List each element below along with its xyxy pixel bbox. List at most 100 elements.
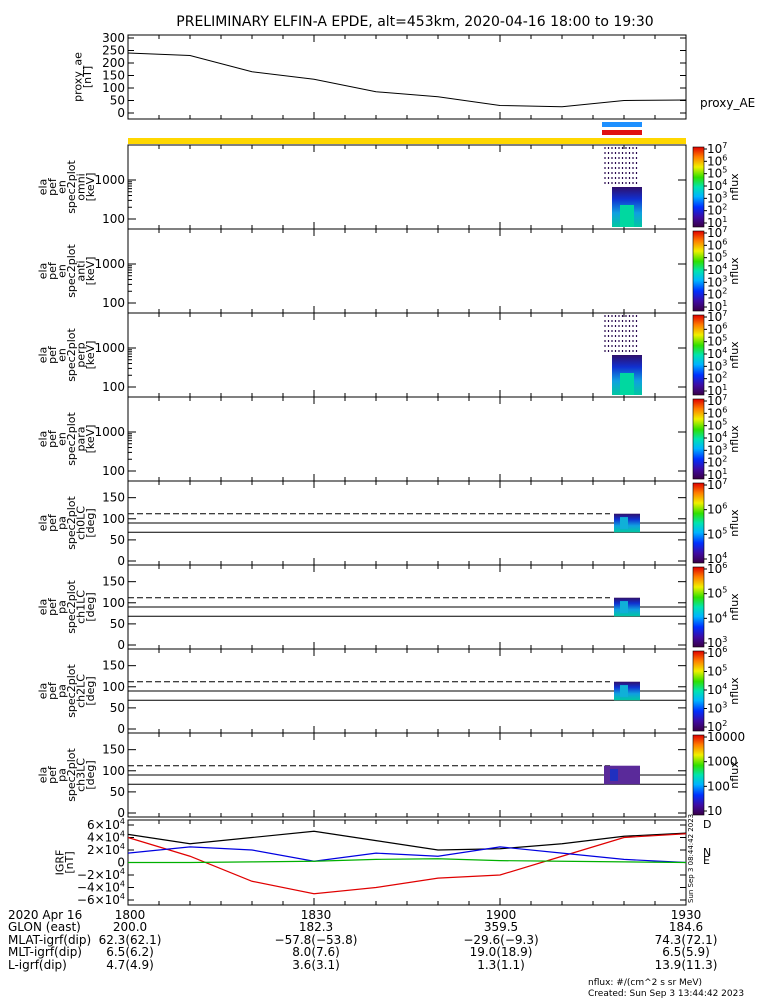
spec-ylabel-7-label-1: pef	[46, 765, 59, 784]
colorbar-tick-label: 104	[707, 430, 727, 445]
spec-ylabel-1-label-3: spec2plot	[65, 244, 78, 298]
colorbar-label: nflux	[728, 257, 741, 285]
pa-flux-core	[620, 601, 628, 613]
colorbar-tick-label: 103	[707, 701, 727, 716]
spec-ylabel-2-label-3: spec2plot	[65, 328, 78, 382]
y-tick-label: 1000	[94, 173, 125, 187]
panel-frame	[127, 34, 687, 120]
colorbar-tick-label: 106	[707, 561, 727, 576]
colorbar-tick-label: 105	[707, 334, 727, 349]
y-tick-label: 100	[102, 81, 125, 95]
y-tick-label: 150	[102, 491, 125, 505]
col-1800-mlat: 62.3(62.1)	[99, 933, 162, 947]
pa-flux-core	[620, 685, 628, 697]
spec-ylabel-4-label-3: spec2plot	[65, 496, 78, 550]
spec-ylabel-0-label-5: [keV]	[84, 173, 97, 202]
proxy-ae-ylabel-label-0: proxy_ae	[71, 52, 84, 102]
row-label-l: L-igrf(dip)	[8, 958, 67, 972]
colorbar	[692, 650, 705, 732]
spec-ylabel-4-label-0: ela	[36, 515, 49, 532]
y-tick-label: 0	[117, 106, 125, 120]
col-1830-mlt: 8.0(7.6)	[292, 945, 340, 959]
colorbar-tick-label: 107	[707, 141, 727, 156]
colorbar-tick-label: 106	[707, 645, 727, 660]
colorbar-label: nflux	[728, 173, 741, 201]
igrf-ylabel-label-0: IGRF	[53, 850, 66, 876]
colorbar	[692, 566, 705, 648]
spec-ylabel-5-label-4: ch1LC	[74, 590, 87, 624]
colorbar-label: nflux	[728, 593, 741, 621]
sweep-bar-blue	[602, 122, 642, 127]
spec-ylabel-2-label-0: ela	[36, 347, 49, 364]
spectrogram-flux-core	[620, 205, 634, 227]
legend-igrf-e: E	[703, 854, 710, 867]
panel-frame	[127, 228, 687, 314]
row-label-glon: GLON (east)	[8, 920, 81, 934]
col-1900-mlt: 19.0(18.9)	[470, 945, 533, 959]
colorbar-tick-label: 105	[707, 586, 727, 601]
spec-ylabel-3-label-3: spec2plot	[65, 412, 78, 466]
spec-ylabel-3-label-0: ela	[36, 431, 49, 448]
col-1800-l: 4.7(4.9)	[106, 958, 154, 972]
spec-ylabel-6-label-3: spec2plot	[65, 664, 78, 718]
colorbar-tick-label: 104	[707, 178, 727, 193]
colorbar-tick-label: 10000	[707, 730, 745, 744]
colorbar-tick-label: 106	[707, 237, 727, 252]
row-label-date: 2020 Apr 16	[8, 908, 82, 922]
colorbar	[692, 398, 705, 480]
spec-ylabel-0-label-1: pef	[46, 177, 59, 196]
colorbar-tick-label: 103	[707, 190, 727, 205]
colorbar-tick-label: 104	[707, 262, 727, 277]
y-tick-label: 50	[110, 94, 125, 108]
colorbar-label: nflux	[728, 761, 741, 789]
spec-ylabel-0-label-4: omni	[74, 173, 87, 200]
spec-ylabel-1-label-4: anti	[74, 260, 87, 281]
spec-ylabel-7-label-0: ela	[36, 767, 49, 784]
colorbar-tick-label: 106	[707, 321, 727, 336]
colorbar-tick-label: 104	[707, 682, 727, 697]
colorbar-tick-label: 105	[707, 418, 727, 433]
y-tick-label: 150	[102, 69, 125, 83]
spec-ylabel-7-label-3: spec2plot	[65, 748, 78, 802]
y-tick-label: 50	[110, 617, 125, 631]
series-igrf-e	[128, 858, 687, 864]
y-tick-label: 300	[102, 31, 125, 45]
time-axis-table: 2020 Apr 16 GLON (east) MLAT-igrf(dip) M…	[8, 908, 717, 972]
colorbar	[692, 482, 705, 564]
y-tick-label: 100	[102, 380, 125, 394]
colorbar-tick-label: 105	[707, 526, 727, 541]
colorbar-tick-label: 105	[707, 250, 727, 265]
colorbar-tick-label: 103	[707, 635, 727, 650]
col-1830-time: 1830	[301, 908, 332, 922]
colorbar-tick-label: 102	[707, 203, 727, 218]
panel-frame	[127, 144, 687, 230]
colorbar-tick-label: 103	[707, 274, 727, 289]
y-tick-label: 250	[102, 44, 125, 58]
sweep-bar-red	[602, 130, 642, 135]
panel-frame	[127, 396, 687, 482]
y-tick-label: 1000	[94, 425, 125, 439]
pa-flux-core	[620, 517, 628, 529]
colorbar-tick-label: 102	[707, 455, 727, 470]
y-tick-label: 0	[117, 722, 125, 736]
col-1830-l: 3.6(3.1)	[292, 958, 340, 972]
spec-ylabel-5-label-5: [deg]	[84, 592, 97, 621]
panel-spec2plot-perp: elapefenspec2plotperp[keV]10001001071061…	[36, 309, 741, 398]
colorbar-tick-label: 106	[707, 502, 727, 517]
y-tick-label: 50	[110, 701, 125, 715]
colorbar-tick-label: 102	[707, 287, 727, 302]
spec-ylabel-2-label-5: [keV]	[84, 341, 97, 370]
pa-flux-core	[610, 769, 618, 781]
colorbar	[692, 314, 705, 396]
spec-ylabel-3-label-2: en	[55, 432, 68, 446]
y-tick-label: 150	[102, 659, 125, 673]
colorbar-tick-label: 107	[707, 309, 727, 324]
y-tick-label: 200	[102, 56, 125, 70]
proxy-ae-ylabel-label-1: [nT]	[81, 66, 94, 88]
col-1830-mlat: −57.8(−53.8)	[275, 933, 358, 947]
units-footnote: nflux: #/(cm^2 s sr MeV)	[588, 978, 702, 988]
spec-ylabel-7-label-5: [deg]	[84, 760, 97, 789]
panel-frame	[127, 312, 687, 398]
colorbar-tick-label: 107	[707, 225, 727, 240]
